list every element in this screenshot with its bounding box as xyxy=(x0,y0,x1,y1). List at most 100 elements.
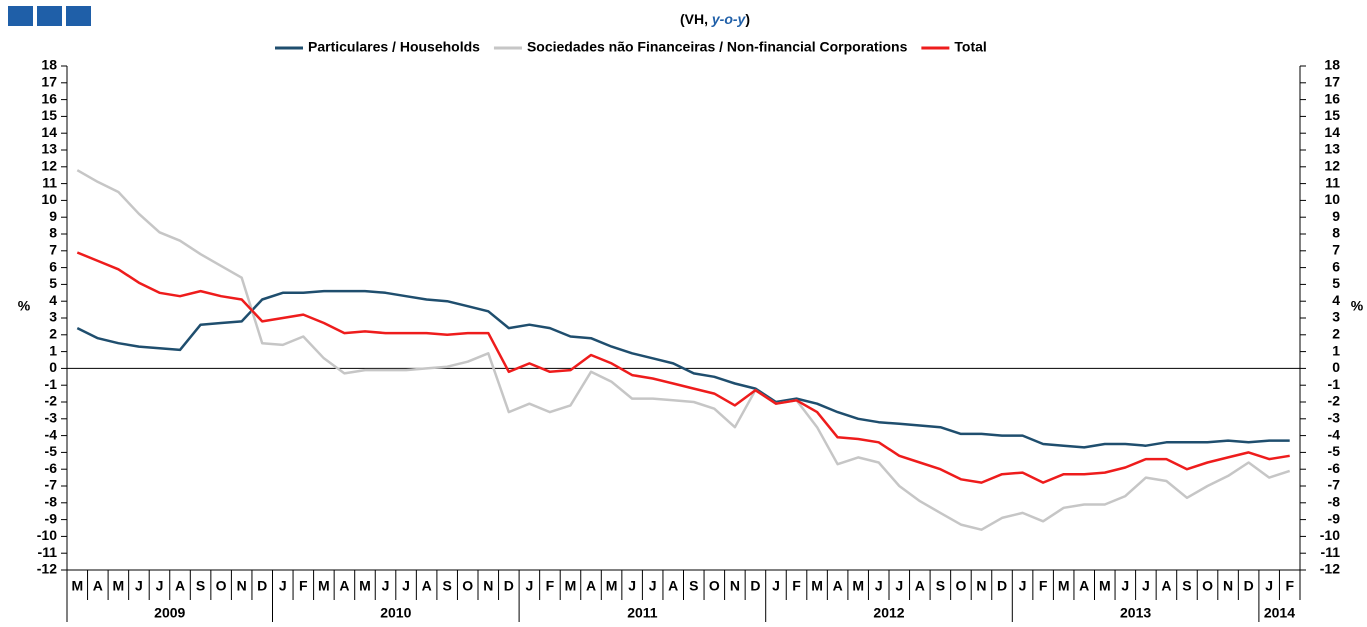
x-tick-label: O xyxy=(216,578,227,594)
y2-tick-label: 10 xyxy=(1324,191,1340,207)
x-tick-label: D xyxy=(1244,578,1254,594)
x-tick-label: J xyxy=(525,578,533,594)
legend-label: Sociedades não Financeiras / Non-financi… xyxy=(527,39,908,55)
y2-tick-label: -11 xyxy=(1321,544,1341,560)
logo-block xyxy=(66,6,91,26)
y-tick-label: -4 xyxy=(45,426,58,442)
y-tick-label: 12 xyxy=(41,158,57,174)
y-tick-label: 18 xyxy=(41,57,57,73)
y-tick-label: -9 xyxy=(45,510,58,526)
x-tick-label: S xyxy=(443,578,452,594)
chart-title: (VH, y-o-y) xyxy=(680,11,750,27)
y-tick-label: -1 xyxy=(45,376,58,392)
year-label: 2012 xyxy=(873,605,904,621)
x-tick-label: D xyxy=(257,578,267,594)
x-tick-label: O xyxy=(1202,578,1213,594)
x-tick-label: F xyxy=(1285,578,1294,594)
title-part: ) xyxy=(745,11,750,27)
y2-tick-label: -4 xyxy=(1328,426,1341,442)
x-tick-label: M xyxy=(606,578,618,594)
x-tick-label: J xyxy=(1265,578,1273,594)
x-tick-label: J xyxy=(402,578,410,594)
legend-label: Particulares / Households xyxy=(308,39,480,55)
x-tick-label: N xyxy=(976,578,986,594)
y-axis-label: % xyxy=(18,298,31,314)
x-tick-label: A xyxy=(1079,578,1089,594)
y-tick-label: 0 xyxy=(49,359,57,375)
x-tick-label: S xyxy=(689,578,698,594)
y-tick-label: 17 xyxy=(41,74,57,90)
y2-tick-label: 16 xyxy=(1324,90,1340,106)
y2-tick-label: -8 xyxy=(1328,494,1341,510)
y2-tick-label: -1 xyxy=(1328,376,1341,392)
x-tick-label: J xyxy=(895,578,903,594)
y2-tick-label: 11 xyxy=(1325,174,1340,190)
x-tick-label: F xyxy=(546,578,555,594)
y2-tick-label: 1 xyxy=(1332,342,1340,358)
x-tick-label: D xyxy=(504,578,514,594)
x-tick-label: M xyxy=(811,578,823,594)
y-tick-label: 8 xyxy=(49,225,57,241)
x-tick-label: D xyxy=(750,578,760,594)
y2-tick-label: 5 xyxy=(1332,275,1340,291)
y-tick-label: 10 xyxy=(41,191,57,207)
y2-tick-label: 0 xyxy=(1332,359,1340,375)
title-part: (VH, xyxy=(680,11,712,27)
x-tick-label: M xyxy=(565,578,577,594)
year-label: 2010 xyxy=(380,605,411,621)
y-tick-label: 16 xyxy=(41,90,57,106)
y-tick-label: -5 xyxy=(45,443,58,459)
x-tick-label: O xyxy=(955,578,966,594)
y2-tick-label: 3 xyxy=(1332,309,1340,325)
x-tick-label: A xyxy=(1161,578,1171,594)
x-tick-label: D xyxy=(997,578,1007,594)
x-tick-label: F xyxy=(299,578,308,594)
y-tick-label: -8 xyxy=(45,494,58,510)
x-tick-label: J xyxy=(135,578,143,594)
y-tick-label: -3 xyxy=(45,410,58,426)
x-tick-label: A xyxy=(668,578,678,594)
y2-tick-label: 12 xyxy=(1324,158,1340,174)
y2-tick-label: 6 xyxy=(1332,258,1340,274)
y-tick-label: 3 xyxy=(49,309,57,325)
y2-tick-label: 2 xyxy=(1332,326,1340,342)
x-tick-label: J xyxy=(628,578,636,594)
y-tick-label: 13 xyxy=(41,141,57,157)
x-tick-label: A xyxy=(175,578,185,594)
y-tick-label: 5 xyxy=(49,275,57,291)
x-tick-label: M xyxy=(1099,578,1111,594)
y-tick-label: -2 xyxy=(45,393,58,409)
x-tick-label: M xyxy=(318,578,330,594)
title-emphasis: y-o-y xyxy=(711,11,747,27)
x-tick-label: F xyxy=(792,578,801,594)
y-tick-label: 1 xyxy=(49,342,57,358)
x-tick-label: S xyxy=(936,578,945,594)
series-line xyxy=(76,251,1290,484)
logo-block xyxy=(8,6,33,26)
y2-tick-label: -10 xyxy=(1320,527,1340,543)
legend: Particulares / Households Sociedades não … xyxy=(275,39,987,55)
y2-tick-label: 9 xyxy=(1332,208,1340,224)
y-tick-label: 9 xyxy=(49,208,57,224)
y2-tick-label: 14 xyxy=(1324,124,1340,140)
logo-block xyxy=(37,6,62,26)
y2-tick-label: -3 xyxy=(1328,410,1341,426)
y2-tick-label: -6 xyxy=(1328,460,1341,476)
x-tick-label: A xyxy=(586,578,596,594)
x-tick-label: A xyxy=(833,578,843,594)
year-label: 2013 xyxy=(1120,605,1151,621)
x-tick-label: A xyxy=(915,578,925,594)
x-tick-label: J xyxy=(382,578,390,594)
x-tick-label: N xyxy=(730,578,740,594)
series-line xyxy=(76,289,1290,449)
y2-tick-label: 13 xyxy=(1324,141,1340,157)
y-tick-label: 7 xyxy=(49,242,57,258)
y2-tick-label: -5 xyxy=(1328,443,1341,459)
legend-label: Total xyxy=(954,39,986,55)
x-tick-label: M xyxy=(852,578,864,594)
y2-tick-label: -9 xyxy=(1328,510,1341,526)
x-tick-label: N xyxy=(237,578,247,594)
x-tick-label: O xyxy=(462,578,473,594)
y-tick-label: -7 xyxy=(45,477,58,493)
